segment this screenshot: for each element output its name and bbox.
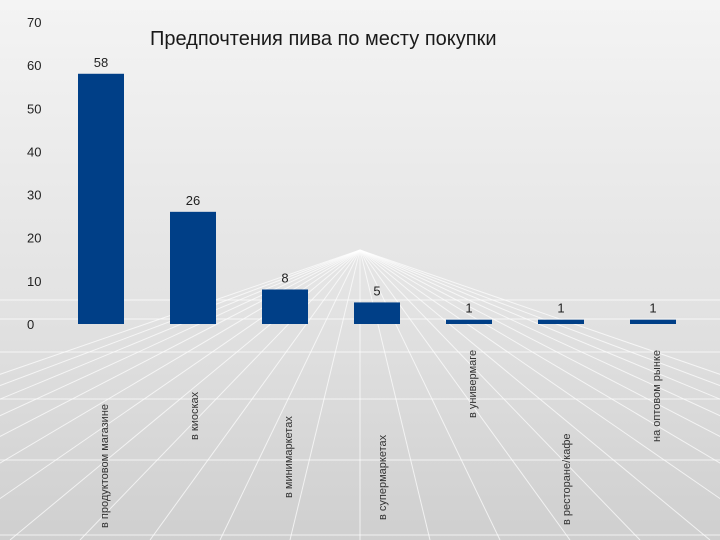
y-tick-label: 60	[27, 58, 41, 73]
bars	[78, 73, 676, 325]
y-tick-label: 30	[27, 188, 41, 203]
category-label: в универмаге	[467, 350, 479, 418]
bar	[538, 319, 584, 324]
y-tick-label: 10	[27, 274, 41, 289]
data-labels: 58 26 8 5 1 1 1	[94, 55, 657, 316]
category-label: в супермаркетах	[377, 434, 389, 520]
category-label: в продуктовом магазине	[99, 404, 111, 528]
bar-value-label: 58	[94, 55, 108, 70]
y-tick-label: 50	[27, 101, 41, 116]
bar	[262, 289, 308, 324]
y-tick-label: 70	[27, 15, 41, 30]
bar	[170, 211, 216, 324]
bar-value-label: 1	[465, 301, 472, 316]
y-tick-label: 0	[27, 317, 34, 332]
y-tick-label: 40	[27, 144, 41, 159]
bar	[78, 73, 124, 325]
category-label: в киосках	[189, 391, 201, 440]
bar	[354, 302, 400, 324]
chart-title: Предпочтения пива по месту покупки	[150, 28, 497, 50]
category-labels: в продуктовом магазине в киосках в минимар…	[99, 350, 663, 528]
bar	[630, 319, 676, 324]
y-tick-label: 20	[27, 231, 41, 246]
category-label: в ресторане/кафе	[561, 434, 573, 526]
bar-value-label: 5	[373, 283, 380, 298]
category-label: на оптовом рынке	[651, 350, 663, 442]
bar	[446, 319, 492, 324]
bar-value-label: 1	[557, 301, 564, 316]
bar-value-label: 26	[186, 193, 200, 208]
bar-value-label: 8	[281, 270, 288, 285]
y-axis: 0 10 20 30 40 50 60 70	[27, 15, 41, 332]
category-label: в минимаркетах	[283, 416, 295, 498]
bar-value-label: 1	[649, 301, 656, 316]
